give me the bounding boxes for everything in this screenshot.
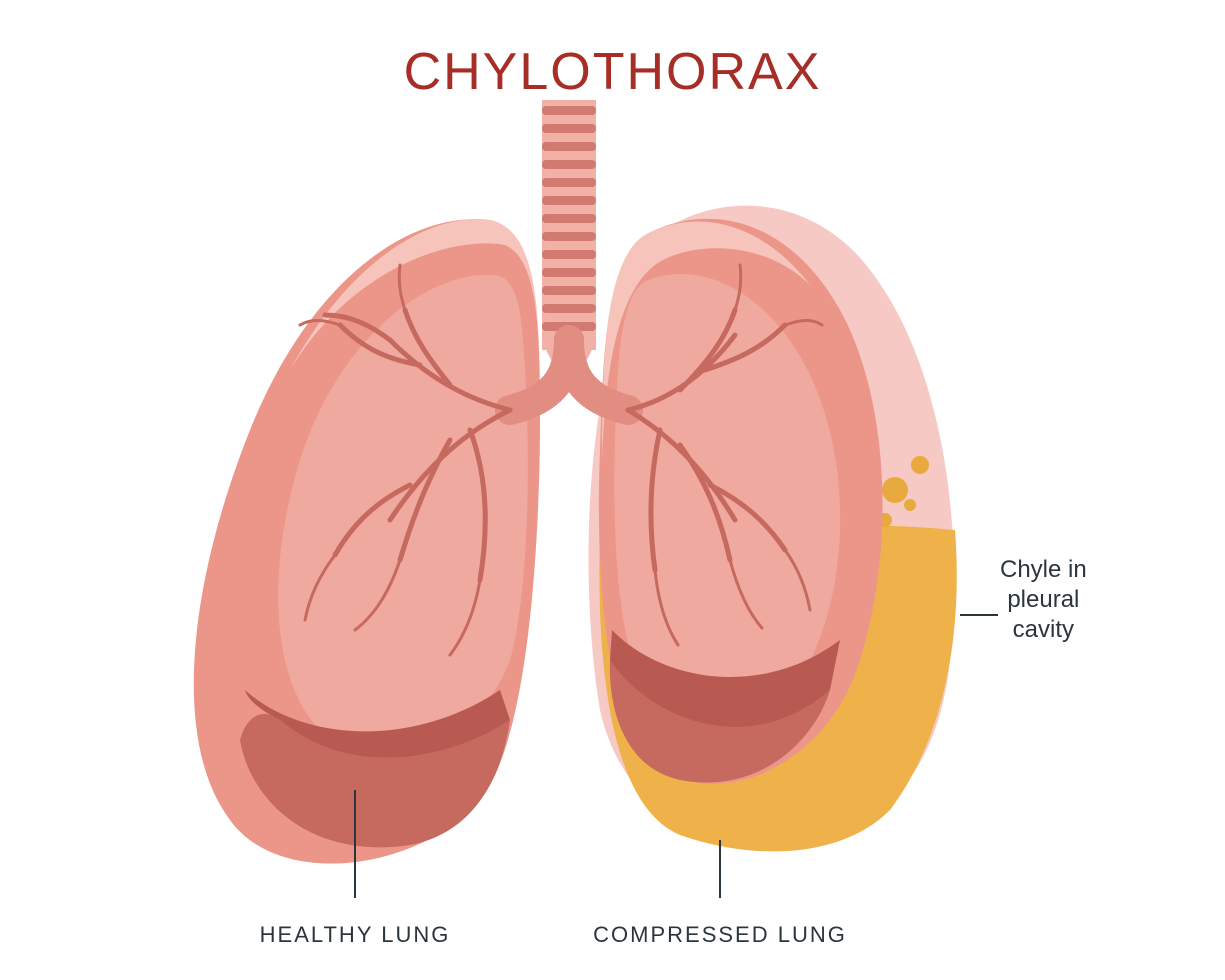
healthy-lung — [194, 219, 540, 863]
label-chyle-cavity: Chyle in pleural cavity — [1000, 555, 1087, 645]
label-compressed-lung: COMPRESSED LUNG — [593, 922, 847, 948]
lungs-diagram — [150, 100, 970, 890]
chyle-bubble — [882, 477, 908, 503]
chyle-bubble — [904, 499, 916, 511]
label-healthy-lung: HEALTHY LUNG — [260, 922, 451, 948]
label-chyle-line1: Chyle in — [1000, 556, 1087, 583]
label-chyle-line2: pleural — [1007, 586, 1079, 613]
infographic-title: CHYLOTHORAX — [0, 42, 1225, 102]
label-chyle-line3: cavity — [1013, 616, 1074, 643]
chyle-bubble — [911, 456, 929, 474]
